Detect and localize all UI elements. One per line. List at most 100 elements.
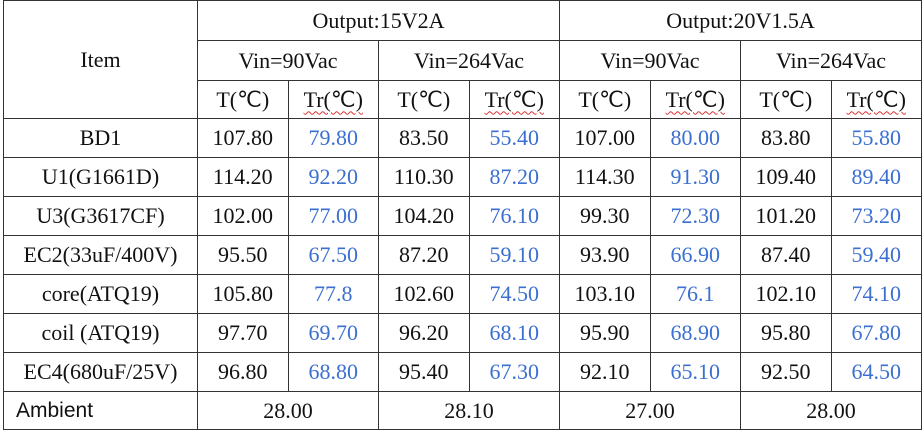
sub-header: T(℃) [197, 80, 289, 119]
cell-value: 109.40 [740, 157, 832, 197]
row-label: EC2(33uF/400V) [3, 235, 198, 275]
cell-value: 107.00 [559, 118, 651, 158]
sub-header-text: Tr(℃) [665, 86, 725, 112]
vin-header: Vin=264Vac [740, 40, 922, 81]
row-label-text: EC2(33uF/400V) [23, 242, 178, 267]
table-row: BD1 107.80 79.80 83.50 55.40 107.00 80.00 83.80… [3, 118, 922, 158]
sub-header: Tr(℃) [830, 80, 922, 119]
cell-value: 55.40 [468, 118, 560, 158]
cell-value: 55.80 [830, 118, 922, 158]
sub-header: Tr(℃) [468, 80, 560, 119]
cell-value: 67.50 [287, 235, 379, 275]
cell-value: 77.8 [287, 274, 379, 314]
cell-value-text: 79.80 [308, 125, 359, 150]
sub-header-text: T(℃) [578, 86, 632, 112]
vin-header-text: Vin=90Vac [600, 47, 700, 73]
cell-value-text: 76.10 [489, 203, 540, 228]
cell-value: 92.20 [287, 157, 379, 197]
cell-value: 65.10 [649, 352, 741, 392]
cell-value: 83.50 [378, 118, 470, 158]
cell-value: 68.90 [649, 313, 741, 353]
cell-value: 99.30 [559, 196, 651, 236]
row-label-text: coil (ATQ19) [41, 320, 160, 345]
cell-value: 105.80 [197, 274, 289, 314]
ambient-value: 28.00 [197, 391, 379, 430]
cell-value-text: 65.10 [670, 359, 721, 384]
cell-value-text: 67.30 [489, 359, 540, 384]
ambient-value-text: 28.10 [444, 397, 494, 423]
cell-value-text: 107.80 [212, 125, 274, 150]
cell-value-text: 104.20 [393, 203, 455, 228]
cell-value-text: 107.00 [574, 125, 636, 150]
vin-header: Vin=90Vac [559, 40, 741, 81]
cell-value-text: 55.40 [489, 125, 540, 150]
cell-value-text: 96.20 [399, 320, 449, 345]
cell-value: 72.30 [649, 196, 741, 236]
cell-value-text: 95.50 [218, 242, 268, 267]
cell-value-text: 91.30 [670, 164, 721, 189]
cell-value: 77.00 [287, 196, 379, 236]
cell-value-text: 87.20 [489, 164, 540, 189]
vin-header: Vin=90Vac [197, 40, 379, 81]
sub-header-text: T(℃) [216, 86, 270, 112]
row-label-text: EC4(680uF/25V) [23, 359, 178, 384]
cell-value-text: 83.50 [399, 125, 449, 150]
table-row: Ambient 28.00 28.10 27.00 28.00 [3, 391, 922, 430]
cell-value-text: 102.60 [393, 281, 455, 306]
row-label: core(ATQ19) [3, 274, 198, 314]
row-label: BD1 [3, 118, 198, 158]
cell-value-text: 80.00 [670, 125, 721, 150]
cell-value-text: 76.1 [676, 281, 715, 306]
cell-value: 83.80 [740, 118, 832, 158]
cell-value: 93.90 [559, 235, 651, 275]
row-label: U1(G1661D) [3, 157, 198, 197]
ambient-value: 28.10 [378, 391, 560, 430]
cell-value: 59.10 [468, 235, 560, 275]
cell-value: 74.10 [830, 274, 922, 314]
cell-value: 91.30 [649, 157, 741, 197]
cell-value: 95.80 [740, 313, 832, 353]
vin-header: Vin=264Vac [378, 40, 560, 81]
cell-value-text: 101.20 [755, 203, 817, 228]
cell-value: 74.50 [468, 274, 560, 314]
cell-value-text: 69.70 [308, 320, 359, 345]
vin-header-text: Vin=264Vac [413, 47, 525, 73]
cell-value: 102.60 [378, 274, 470, 314]
cell-value: 68.10 [468, 313, 560, 353]
cell-value-text: 114.20 [212, 164, 273, 189]
cell-value-text: 77.8 [314, 281, 353, 306]
sub-header: T(℃) [378, 80, 470, 119]
cell-value-text: 59.40 [851, 242, 902, 267]
cell-value: 97.70 [197, 313, 289, 353]
cell-value: 67.80 [830, 313, 922, 353]
ambient-value: 28.00 [740, 391, 922, 430]
cell-value: 96.80 [197, 352, 289, 392]
cell-value: 92.10 [559, 352, 651, 392]
cell-value-text: 109.40 [755, 164, 817, 189]
sub-header-text: T(℃) [397, 86, 451, 112]
cell-value: 76.10 [468, 196, 560, 236]
cell-value: 59.40 [830, 235, 922, 275]
sub-header: Tr(℃) [649, 80, 741, 119]
cell-value-text: 93.90 [580, 242, 630, 267]
cell-value-text: 99.30 [580, 203, 630, 228]
ambient-value-text: 28.00 [806, 397, 856, 423]
cell-value: 73.20 [830, 196, 922, 236]
cell-value: 66.90 [649, 235, 741, 275]
cell-value: 104.20 [378, 196, 470, 236]
cell-value-text: 74.50 [489, 281, 540, 306]
cell-value-text: 95.40 [399, 359, 449, 384]
output-header-text: Output:20V1.5A [666, 7, 815, 33]
ambient-value-text: 28.00 [263, 397, 313, 423]
item-header-text: Item [80, 46, 121, 72]
cell-value: 80.00 [649, 118, 741, 158]
cell-value-text: 87.40 [761, 242, 811, 267]
cell-value: 92.50 [740, 352, 832, 392]
sub-header: Tr(℃) [287, 80, 379, 119]
cell-value-text: 95.90 [580, 320, 630, 345]
row-label-text: U3(G3617CF) [36, 203, 165, 228]
cell-value: 87.20 [468, 157, 560, 197]
temperature-table: Item Output:15V2A Output:20V1.5A Vin=90Vac V… [3, 0, 922, 430]
output-header: Output:20V1.5A [559, 0, 922, 41]
vin-header-text: Vin=90Vac [238, 47, 338, 73]
